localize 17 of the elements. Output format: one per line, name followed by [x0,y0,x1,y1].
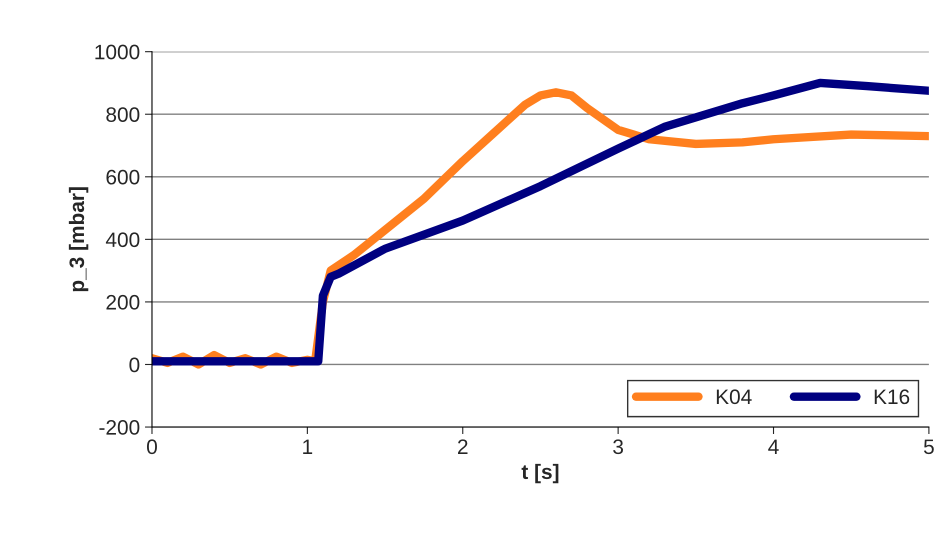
y-tick-label: -200 [99,420,140,435]
x-tick-label: 2 [458,439,468,454]
y-tick-label: 400 [106,232,140,248]
y-tick-label: 600 [106,170,140,185]
y-tick-label: 0 [129,357,140,372]
y-tick-label: 800 [106,107,140,122]
x-axis-title: t [s] [522,464,558,484]
legend-label: K04 [716,389,752,404]
x-tick-label: 5 [924,440,934,454]
x-tick-label: 4 [768,440,779,454]
legend-label: K16 [874,389,910,404]
x-tick-label: 0 [147,439,157,454]
x-tick-label: 3 [613,439,624,454]
y-tick-label: 1000 [95,44,140,60]
y-axis-title: p_3 [mbar] [68,187,88,292]
y-tick-label: 200 [106,294,140,310]
x-tick-label: 1 [303,440,312,454]
